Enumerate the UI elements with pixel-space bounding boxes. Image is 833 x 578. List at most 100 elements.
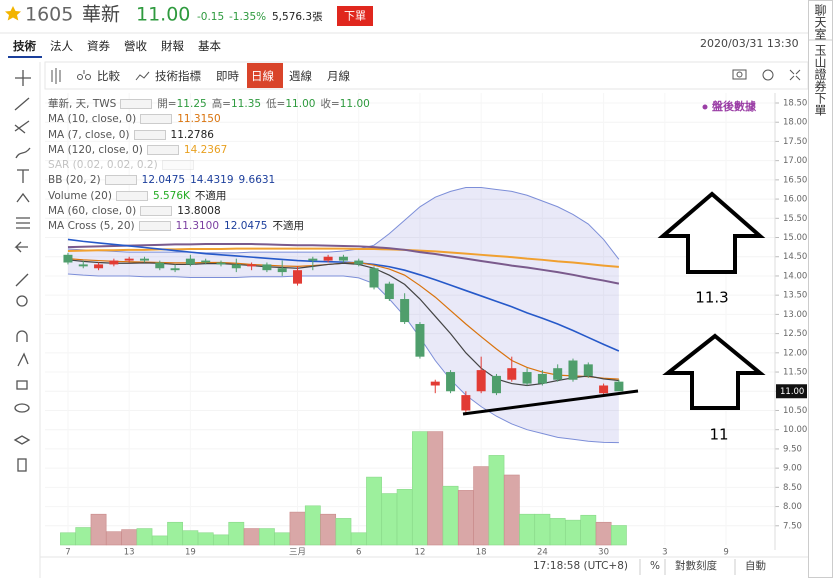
candle-body — [354, 260, 364, 265]
volume-bar — [580, 514, 597, 546]
volume-bar — [259, 528, 275, 546]
toolbar-button[interactable]: 技術指標 — [155, 69, 201, 83]
y-tick-label: 13.50 — [783, 291, 807, 301]
volume-bar — [381, 493, 398, 546]
candle-body — [400, 299, 410, 323]
tab[interactable]: 基本 — [198, 39, 221, 53]
y-tick-label: 11.50 — [783, 368, 807, 378]
volume-bar — [151, 535, 168, 546]
annotation: 11 — [709, 426, 728, 444]
toolbar — [44, 61, 809, 90]
favorite-star[interactable] — [5, 6, 21, 21]
toolbar-button[interactable]: 週線 — [289, 69, 312, 83]
legend-value: 收= — [320, 98, 340, 110]
candle-body — [308, 258, 318, 261]
volume-bar — [228, 521, 245, 546]
arrow — [662, 333, 766, 410]
trend-line — [462, 389, 639, 416]
legend-value: 9.6631 — [238, 174, 276, 187]
auto-toggle[interactable]: 自動 — [745, 559, 766, 572]
legend-value: 12.0475 — [141, 174, 186, 187]
legend-label: MA Cross (5, 20) — [48, 220, 135, 233]
legend-label: SAR (0.02, 0.02, 0.2) — [48, 159, 158, 172]
candle-body — [78, 264, 88, 267]
tab[interactable]: 財報 — [161, 39, 184, 53]
x-tick-label: 24 — [537, 548, 548, 558]
legend-label: MA (7, close, 0) — [48, 128, 130, 141]
legend-row: Volume (20) 5.576K 不適用 — [48, 189, 375, 204]
y-tick-label: 8.50 — [783, 483, 802, 493]
legend-value: 低= — [266, 98, 286, 110]
tab[interactable]: 營收 — [124, 39, 147, 53]
candle-body — [369, 268, 379, 288]
volume-bar — [182, 530, 199, 546]
order-button[interactable] — [337, 6, 373, 26]
candle-body — [430, 381, 440, 386]
legend-label: Volume (20) — [48, 189, 112, 202]
legend-label: 華新, 天, TWS — [48, 98, 117, 110]
active-interval[interactable] — [247, 63, 283, 88]
y-tick-label: 10.00 — [783, 425, 807, 435]
toolbar-button[interactable]: 比較 — [97, 69, 120, 83]
x-tick-label: 3 — [662, 548, 667, 558]
candle-body — [491, 375, 501, 394]
y-tick-label: 16.50 — [783, 175, 807, 185]
y-tick-label: 18.50 — [783, 98, 807, 108]
candle-body — [522, 372, 532, 384]
x-tick-label: 30 — [598, 548, 609, 558]
percent-toggle[interactable]: % — [650, 560, 660, 572]
toolbar-button[interactable]: 即時 — [216, 69, 239, 83]
toolbar-button[interactable]: 月線 — [327, 69, 350, 83]
after-hours-dot — [702, 104, 708, 110]
volume-bar — [350, 532, 367, 546]
volume-bar — [274, 532, 291, 546]
legend-icons — [120, 99, 153, 109]
legend-value: 開= — [157, 98, 177, 110]
legend-icons — [161, 160, 194, 171]
datetime: 2020/03/31 13:30 — [700, 37, 799, 50]
indicator-line — [67, 243, 620, 285]
legend-icons — [140, 206, 173, 217]
legend-value: 11.35 — [231, 98, 262, 110]
candle-body — [384, 283, 394, 300]
change: -0.15 — [197, 11, 224, 23]
legend-label: MA (120, close, 0) — [48, 143, 143, 156]
candle-body — [124, 258, 134, 261]
legend-value: 高= — [211, 98, 231, 110]
candle-body — [338, 256, 348, 261]
y-tick-label: 9.00 — [783, 464, 802, 474]
volume-bar — [213, 534, 229, 546]
x-tick-label: 19 — [185, 548, 196, 558]
x-tick-label: 6 — [356, 548, 361, 558]
tab[interactable]: 法人 — [50, 39, 73, 53]
volume-bar — [121, 529, 138, 546]
broker-order[interactable]: 玉山證券下單 — [813, 44, 827, 116]
legend-value: 5.576K — [152, 189, 190, 202]
candle-body — [170, 268, 180, 271]
drawing-tools — [13, 70, 31, 472]
candle-body — [247, 264, 257, 267]
y-tick-label: 14.50 — [783, 252, 807, 262]
x-tick-label: 9 — [723, 548, 728, 558]
chat[interactable]: 聊天室 — [813, 4, 827, 40]
log-toggle[interactable]: 對數刻度 — [675, 559, 717, 572]
volume-bar — [60, 532, 76, 546]
tab[interactable]: 資券 — [87, 39, 110, 53]
legend-row: BB (20, 2) 12.0475 14.4319 9.6631 — [48, 173, 375, 188]
candle-body — [599, 385, 609, 394]
volume-bar — [442, 485, 459, 546]
legend-icons — [133, 129, 166, 140]
candle-body — [583, 364, 593, 376]
tab[interactable]: 技術 — [13, 39, 36, 53]
x-tick-label: 13 — [124, 548, 135, 558]
toolbar-button[interactable]: 日線 — [251, 69, 274, 83]
y-tick-label: 7.50 — [783, 521, 802, 531]
candle-body — [155, 262, 165, 269]
legend-value: 11.00 — [339, 98, 370, 110]
last-price-box — [776, 384, 807, 399]
legend-icons — [146, 144, 179, 155]
order-button-label[interactable]: 下單 — [344, 10, 366, 23]
legend-row: 華新, 天, TWS 開=11.25 高=11.35 低=11.00 收=11.00 — [48, 97, 375, 112]
legend-value: 11.2786 — [170, 128, 214, 141]
